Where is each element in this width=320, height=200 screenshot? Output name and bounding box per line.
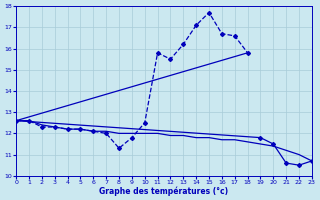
X-axis label: Graphe des températures (°c): Graphe des températures (°c) [100, 186, 228, 196]
